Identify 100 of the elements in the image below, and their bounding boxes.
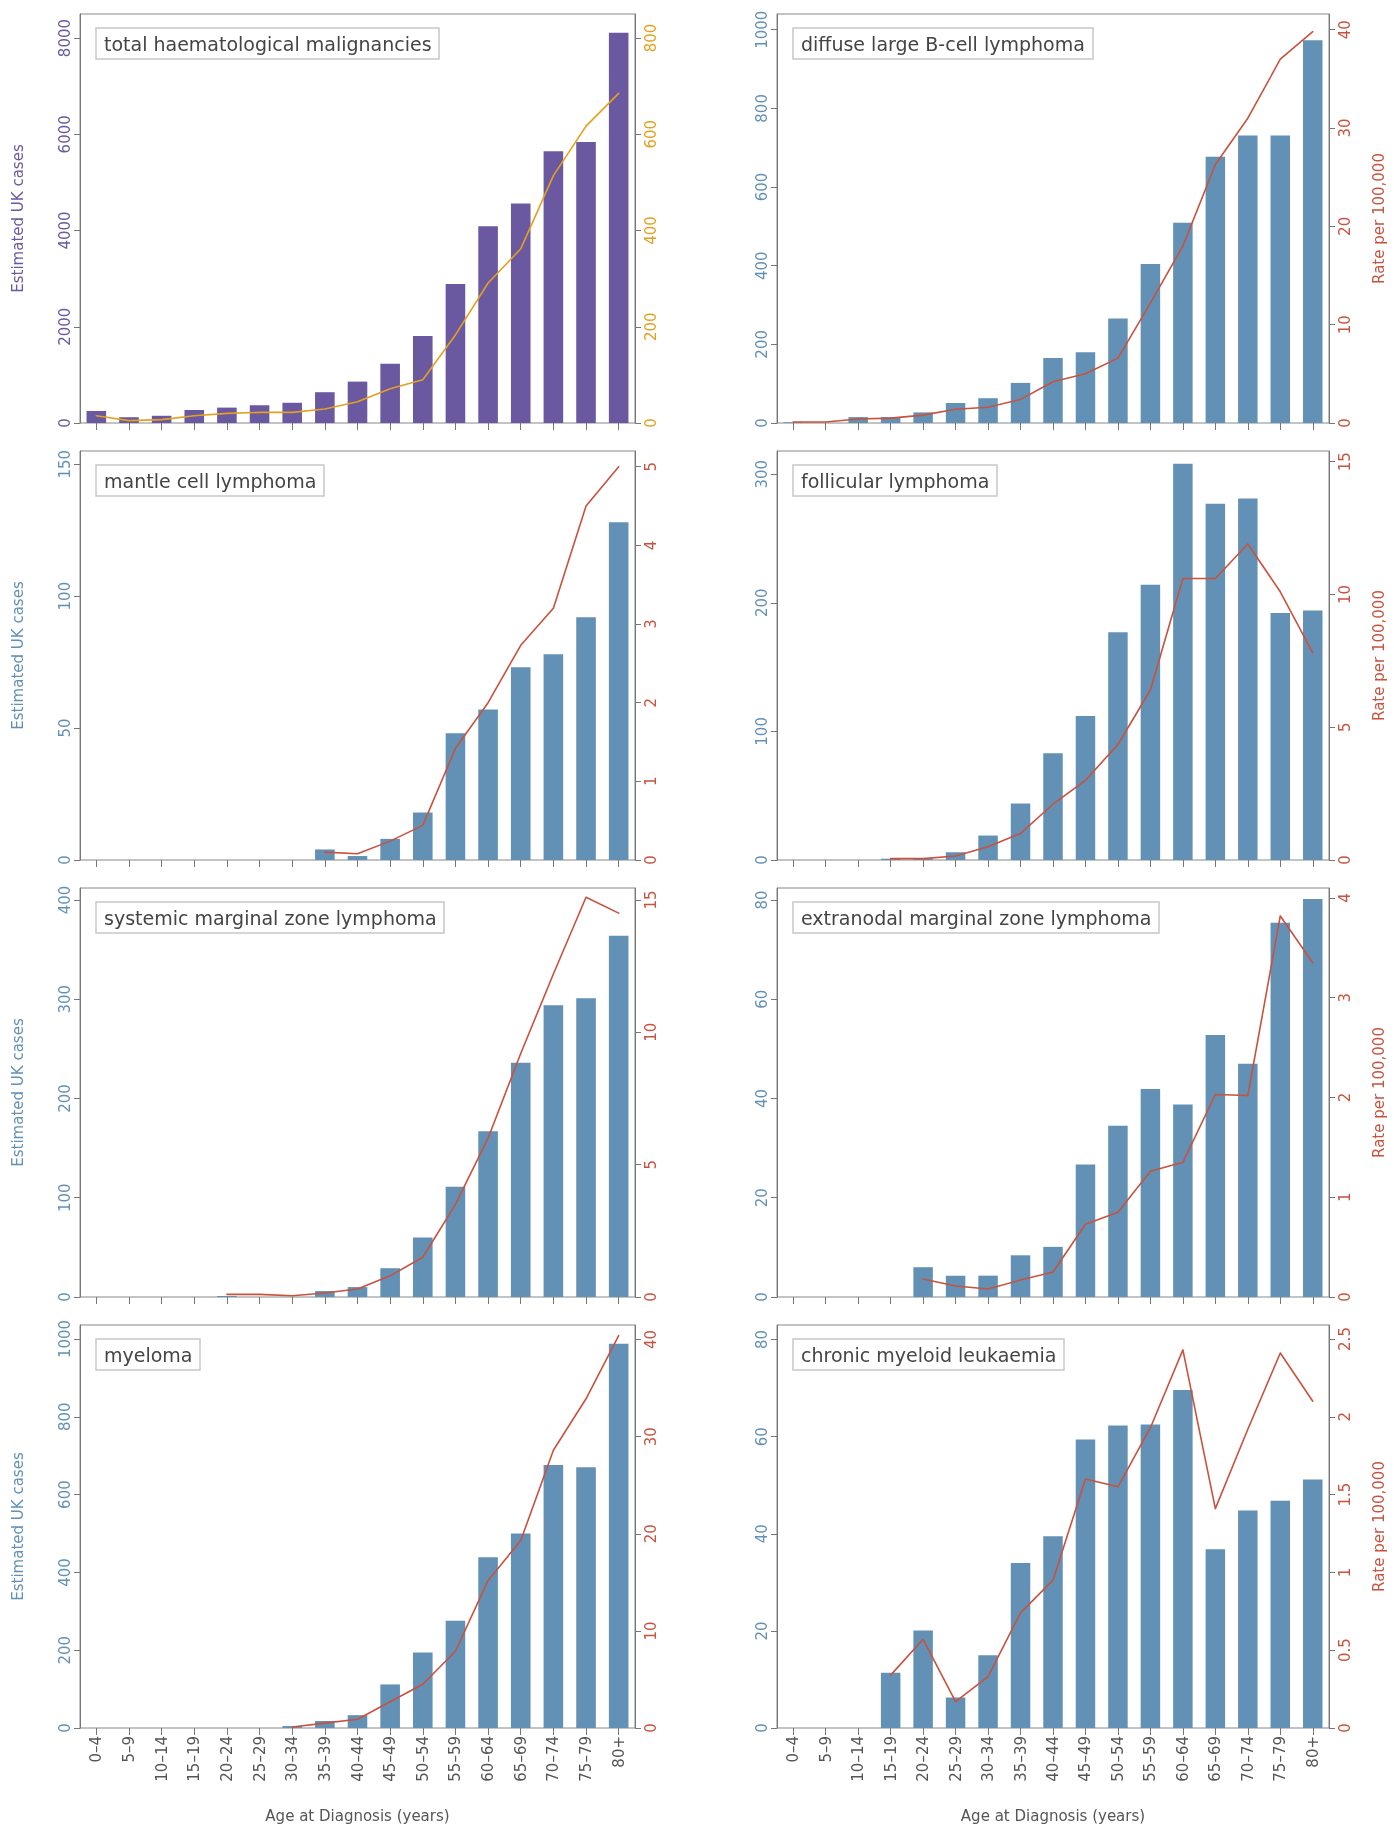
y2-tick-label: 20 bbox=[1335, 216, 1354, 236]
bar bbox=[1075, 1164, 1096, 1297]
bar bbox=[478, 226, 498, 423]
bar bbox=[1075, 1439, 1096, 1728]
x-tick-label: 30–34 bbox=[283, 1736, 302, 1782]
y2-tick-label: 4 bbox=[641, 540, 660, 551]
bar bbox=[445, 283, 466, 423]
text: myeloma bbox=[104, 1343, 193, 1366]
text: mantle cell lymphoma bbox=[104, 469, 317, 492]
y2-tick-label: 3 bbox=[641, 619, 660, 629]
y2-tick-label: 1 bbox=[1335, 1192, 1354, 1203]
y-tick-label: 100 bbox=[55, 581, 74, 611]
y-tick-label: 0 bbox=[55, 1723, 74, 1733]
bar bbox=[1108, 632, 1128, 860]
bar bbox=[1270, 613, 1291, 860]
bar bbox=[1043, 1246, 1063, 1297]
bar bbox=[347, 856, 368, 860]
bar bbox=[1108, 318, 1128, 423]
y-tick-label: 40 bbox=[752, 1524, 771, 1544]
y-tick-label: 1000 bbox=[752, 10, 771, 49]
x-tick-label: 40–44 bbox=[348, 1736, 367, 1782]
bar bbox=[1010, 1562, 1031, 1728]
x-tick-label: 40–44 bbox=[1044, 1736, 1062, 1782]
y2-tick-label: 15 bbox=[641, 890, 660, 910]
bar bbox=[1303, 610, 1323, 860]
y-tick-label: 0 bbox=[55, 418, 74, 428]
y-tick-label: 0 bbox=[55, 855, 74, 865]
y-tick-label: 800 bbox=[55, 1402, 74, 1432]
bar bbox=[380, 1268, 400, 1297]
y-tick-label: 0 bbox=[752, 855, 771, 865]
text: total haematological malignancies bbox=[104, 32, 432, 55]
bar bbox=[543, 151, 564, 423]
x-tick-label: 5–9 bbox=[816, 1736, 835, 1763]
bar bbox=[913, 1267, 933, 1297]
x-tick-label: 15–19 bbox=[185, 1736, 204, 1782]
y-tick-label: 300 bbox=[752, 459, 771, 489]
y2-tick-label: 10 bbox=[1335, 584, 1354, 604]
bar bbox=[1173, 463, 1193, 860]
y2-tick-label: 1 bbox=[641, 776, 660, 787]
bar bbox=[1075, 715, 1096, 860]
y2-tick-label: 0 bbox=[1335, 855, 1354, 865]
bar bbox=[413, 335, 433, 423]
bar bbox=[478, 1557, 498, 1728]
y2-tick-label: 40 bbox=[1335, 20, 1354, 40]
y-tick-label: 4000 bbox=[55, 211, 74, 250]
bar bbox=[880, 1672, 901, 1728]
y-tick-label: 20 bbox=[752, 1621, 771, 1641]
text: extranodal marginal zone lymphoma bbox=[801, 906, 1152, 929]
x-tick-label: 65–69 bbox=[511, 1736, 530, 1782]
y2-tick-label: 5 bbox=[641, 461, 660, 472]
bar bbox=[1043, 753, 1063, 860]
x-tick-label: 75–79 bbox=[577, 1736, 596, 1782]
bar bbox=[1270, 1500, 1291, 1728]
y-tick-label: 60 bbox=[752, 989, 771, 1009]
x-tick-label: 0–4 bbox=[784, 1736, 803, 1763]
bar bbox=[1205, 156, 1226, 423]
bar bbox=[1140, 1089, 1161, 1297]
y-tick-label: 2000 bbox=[55, 307, 74, 346]
bar bbox=[510, 1533, 531, 1728]
x-tick-label: 80+ bbox=[609, 1736, 628, 1768]
bar bbox=[543, 1465, 564, 1728]
y-tick-label: 1000 bbox=[55, 1319, 74, 1359]
bar bbox=[445, 733, 466, 860]
y-tick-label: 8000 bbox=[55, 18, 74, 58]
y-tick-label: 400 bbox=[752, 251, 771, 281]
bar bbox=[1173, 1390, 1193, 1728]
bar bbox=[249, 405, 270, 423]
y-tick-label: 0 bbox=[752, 1723, 771, 1733]
y2-tick-label: 200 bbox=[641, 312, 660, 342]
bar bbox=[1205, 1549, 1226, 1728]
x-tick-label: 5–9 bbox=[119, 1736, 138, 1763]
bar bbox=[478, 709, 498, 860]
y2-tick-label: 3 bbox=[1335, 992, 1354, 1003]
bar bbox=[315, 392, 335, 423]
y2-axis-title: Rate per 100,000 bbox=[1369, 153, 1388, 284]
x-tick-label: 35–39 bbox=[315, 1736, 334, 1782]
x-tick-label: 75–79 bbox=[1271, 1736, 1290, 1782]
x-tick-label: 45–49 bbox=[381, 1736, 400, 1782]
y-tick-label: 100 bbox=[752, 717, 771, 746]
y2-axis-title: Rate per 100,000 bbox=[1369, 1461, 1388, 1592]
bar bbox=[608, 522, 629, 860]
bar bbox=[445, 1186, 466, 1297]
bar bbox=[1108, 1425, 1128, 1728]
text: systemic marginal zone lymphoma bbox=[104, 906, 437, 929]
x-tick-label: 35–39 bbox=[1011, 1736, 1030, 1782]
y2-tick-label: 0 bbox=[641, 855, 660, 865]
x-tick-label: 70–74 bbox=[544, 1736, 563, 1782]
bar bbox=[576, 141, 596, 423]
bar bbox=[413, 1652, 433, 1728]
x-tick-label: 55–59 bbox=[446, 1736, 465, 1782]
y2-tick-label: 2 bbox=[1335, 1412, 1354, 1422]
bar bbox=[380, 838, 400, 860]
y-tick-label: 200 bbox=[752, 588, 771, 618]
bar bbox=[1238, 135, 1258, 423]
y2-tick-label: 2.5 bbox=[1335, 1327, 1354, 1351]
bar bbox=[510, 1062, 531, 1297]
bar bbox=[945, 1697, 966, 1728]
y-tick-label: 80 bbox=[752, 1330, 771, 1350]
x-tick-label: 70–74 bbox=[1238, 1736, 1257, 1782]
y2-tick-label: 1 bbox=[1335, 1567, 1354, 1578]
